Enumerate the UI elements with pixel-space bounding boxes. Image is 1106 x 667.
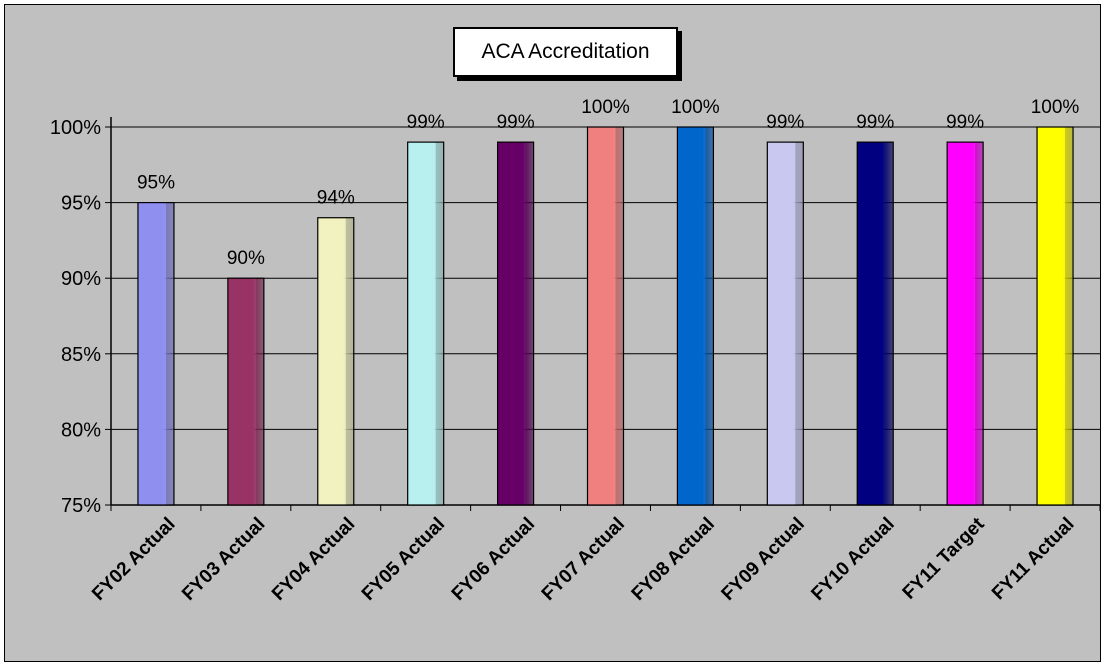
data-label: 99% (497, 112, 535, 133)
y-tick-label: 80% (61, 419, 101, 441)
bar-shade (525, 142, 534, 505)
bar-shade (705, 127, 714, 505)
bar-shade (795, 142, 804, 505)
bar-fy05-actual (407, 141, 445, 506)
bar-fy11-target (946, 141, 984, 506)
y-tick-label: 100% (50, 117, 101, 139)
data-label: 94% (317, 188, 355, 209)
data-label: 99% (946, 112, 984, 133)
bar-shade (165, 202, 174, 505)
bar-fy02-actual (137, 202, 175, 506)
x-tick-label: FY03 Actual (178, 514, 269, 605)
data-label: 100% (1031, 97, 1080, 118)
x-tick-label: FY04 Actual (268, 514, 359, 605)
x-tick-label: FY05 Actual (358, 514, 449, 605)
y-tick-label: 85% (61, 344, 101, 366)
bar-fy04-actual (317, 217, 355, 506)
chart-title: ACA Accreditation (453, 27, 678, 77)
y-tick-label: 90% (61, 268, 101, 290)
x-tick-label: FY06 Actual (448, 514, 539, 605)
data-label: 99% (407, 112, 445, 133)
bar-shade (435, 142, 444, 505)
x-tick-label: FY11 Actual (988, 514, 1079, 605)
x-tick-label: FY07 Actual (538, 514, 629, 605)
bar-fy03-actual (227, 277, 265, 506)
data-label: 100% (581, 97, 630, 118)
data-label: 99% (856, 112, 894, 133)
bars (137, 126, 1074, 506)
data-label: 100% (671, 97, 720, 118)
data-label: 99% (766, 112, 804, 133)
bar-fy09-actual (766, 141, 804, 506)
bar-shade (255, 278, 264, 505)
y-tick-label: 75% (61, 495, 101, 517)
x-tick-label: FY02 Actual (88, 514, 179, 605)
data-label: 90% (227, 248, 265, 269)
data-label: 95% (137, 173, 175, 194)
bar-fy07-actual (586, 126, 625, 506)
chart-area: ACA Accreditation (4, 4, 1101, 662)
bar-fy11-actual (1036, 126, 1074, 506)
x-tick-label: FY08 Actual (628, 514, 719, 605)
bar-fy06-actual (496, 141, 535, 506)
bar-shade (345, 217, 354, 505)
x-tick-label: FY11 Target (899, 513, 989, 603)
bar-shade (1065, 127, 1074, 505)
x-tick-label: FY09 Actual (718, 514, 809, 605)
labels: 75% 80% 85% 90% 95% 100% 95% FY02 Actual 90% FY03… (50, 97, 1080, 605)
bar-shade (885, 142, 894, 505)
bar-fy10-actual (856, 141, 894, 506)
y-tick-label: 95% (61, 193, 101, 215)
bar-shade (975, 142, 984, 505)
x-tick-label: FY10 Actual (808, 514, 899, 605)
bar-shade (615, 127, 624, 505)
bar-fy08-actual (676, 126, 715, 506)
